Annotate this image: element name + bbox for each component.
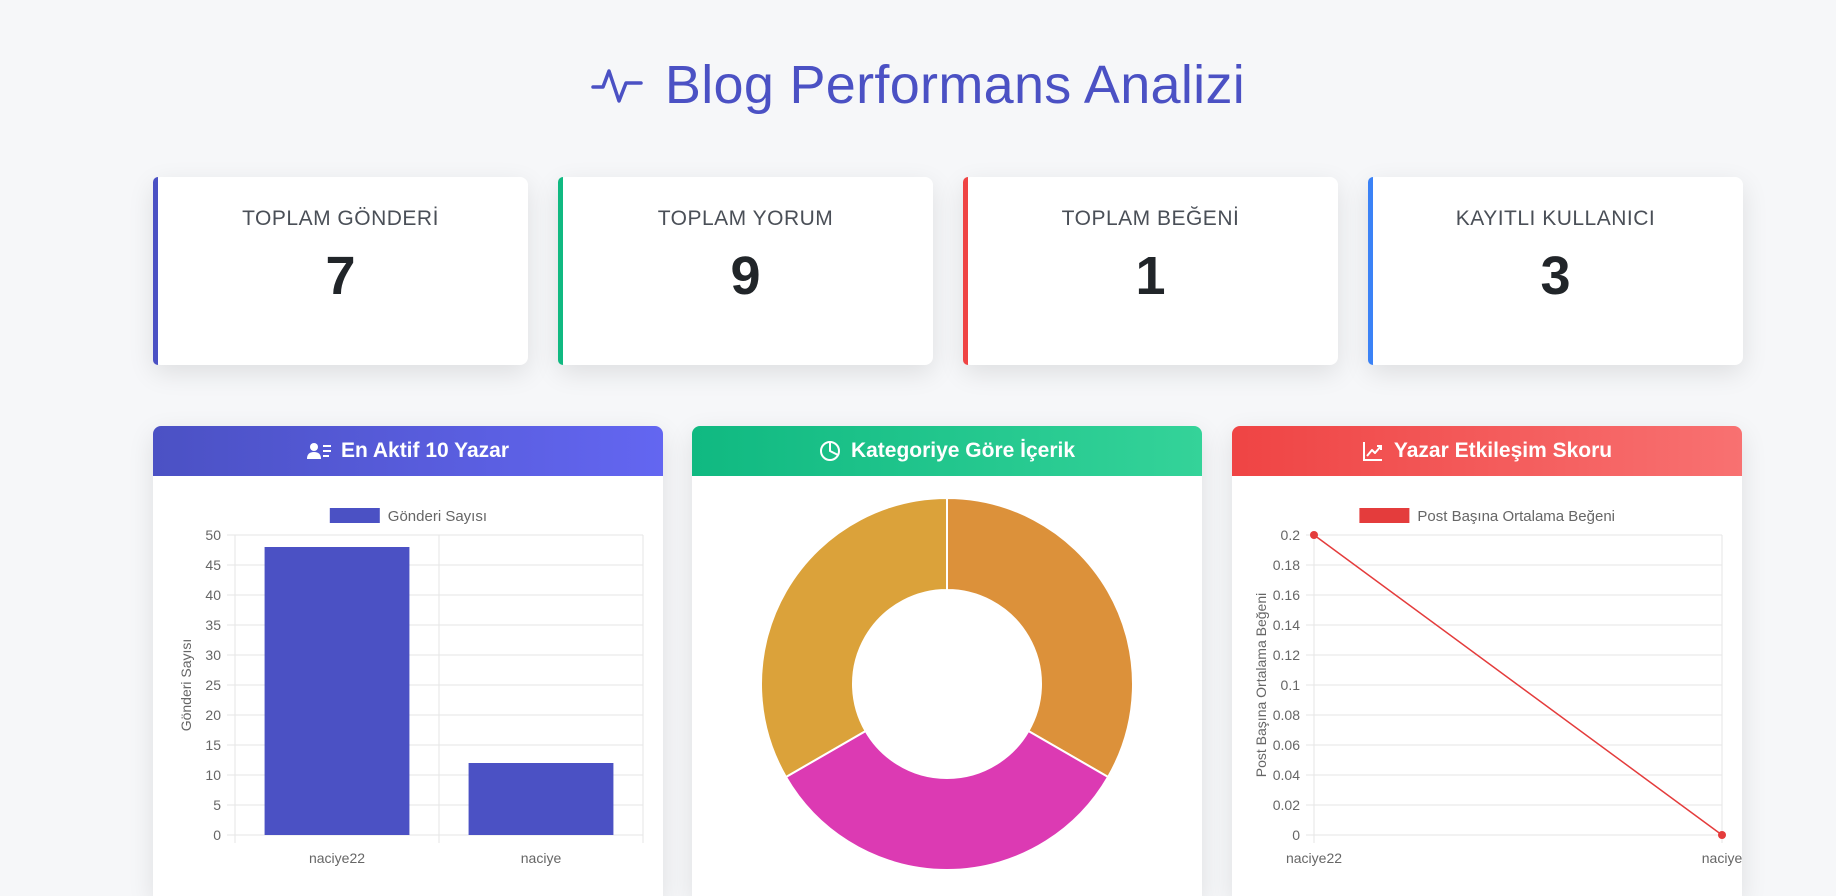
series-line	[1313, 534, 1723, 836]
activity-icon	[591, 69, 643, 103]
y-tick-label: 0.18	[1273, 557, 1300, 573]
panel-title: Yazar Etkileşim Skoru	[1393, 439, 1613, 462]
stat-value: 1	[1135, 246, 1166, 306]
y-axis-label: Gönderi Sayısı	[178, 639, 194, 732]
donut-slice	[784, 729, 1110, 871]
y-tick-label: 0.04	[1273, 767, 1300, 783]
bar	[264, 547, 410, 835]
y-tick-label: 15	[205, 737, 221, 753]
y-tick-label: 0.12	[1273, 647, 1300, 663]
panel-header: En Aktif 10 Yazar	[153, 426, 663, 476]
legend-swatch	[329, 508, 380, 523]
user-list-icon	[306, 443, 331, 459]
x-tick-label: naciye22	[309, 850, 365, 866]
panel-header: Kategoriye Göre İçerik	[692, 426, 1202, 476]
stat-value: 3	[1540, 246, 1571, 306]
y-axis-label: Post Başına Ortalama Beğeni	[1253, 593, 1269, 777]
x-tick-label: naciye	[521, 850, 562, 866]
panel-categories: Kategoriye Göre İçerik	[692, 426, 1202, 896]
y-tick-label: 35	[205, 617, 221, 633]
stat-label: TOPLAM YORUM	[657, 207, 834, 230]
donut-chart	[760, 496, 1134, 871]
y-tick-label: 0.1	[1281, 677, 1301, 693]
x-tick-label: naciye	[1702, 850, 1742, 866]
panel-top-authors: En Aktif 10 Yazar Gönderi Sayısı 0 5 10 15 20…	[153, 426, 663, 896]
data-point	[1718, 831, 1726, 839]
page-title-text: Blog Performans Analizi	[664, 55, 1246, 115]
legend-label: Post Başına Ortalama Beğeni	[1417, 508, 1615, 525]
panel-title: Kategoriye Göre İçerik	[850, 439, 1076, 462]
page-title: Blog Performans Analizi	[0, 54, 1836, 116]
stat-accent	[153, 177, 158, 365]
stat-accent	[963, 177, 968, 365]
y-tick-label: 10	[205, 767, 221, 783]
stat-label: TOPLAM BEĞENİ	[1061, 207, 1240, 230]
trend-up-icon	[1362, 442, 1382, 461]
stat-accent	[1368, 177, 1373, 365]
panel-header: Yazar Etkileşim Skoru	[1232, 426, 1742, 476]
y-tick-label: 50	[205, 527, 221, 543]
y-tick-label: 25	[205, 677, 221, 693]
y-tick-label: 30	[205, 647, 221, 663]
stat-card-users: KAYITLI KULLANICI 3	[1368, 177, 1743, 365]
legend-swatch	[1359, 508, 1410, 523]
y-tick-label: 0.14	[1273, 617, 1300, 633]
y-tick-label: 0	[1292, 827, 1300, 843]
bar	[468, 763, 614, 835]
stat-value: 9	[730, 246, 761, 306]
legend-label: Gönderi Sayısı	[388, 508, 487, 525]
stat-value: 7	[325, 246, 356, 306]
x-tick-label: naciye22	[1286, 850, 1342, 866]
y-tick-label: 0.16	[1273, 587, 1300, 603]
y-tick-label: 40	[205, 587, 221, 603]
stat-label: KAYITLI KULLANICI	[1455, 207, 1656, 230]
stat-card-posts: TOPLAM GÖNDERİ 7	[153, 177, 528, 365]
y-tick-label: 0	[213, 827, 221, 843]
y-tick-label: 0.2	[1281, 527, 1301, 543]
line-chart: Post Başına Ortalama Beğeni 0 0.02 0.04 0.06…	[1253, 508, 1742, 866]
y-tick-label: 0.02	[1273, 797, 1300, 813]
stat-label: TOPLAM GÖNDERİ	[242, 207, 439, 230]
y-tick-label: 0.06	[1273, 737, 1300, 753]
y-tick-label: 45	[205, 557, 221, 573]
y-tick-label: 5	[213, 797, 221, 813]
pie-chart-icon	[819, 441, 840, 461]
data-point	[1310, 531, 1318, 539]
stat-card-likes: TOPLAM BEĞENİ 1	[963, 177, 1338, 365]
y-tick-label: 0.08	[1273, 707, 1300, 723]
stat-accent	[558, 177, 563, 365]
y-tick-label: 20	[205, 707, 221, 723]
bar-chart: Gönderi Sayısı 0 5 10 15 20 25 30 35 40 45 50 naciye…	[178, 508, 644, 866]
panel-title: En Aktif 10 Yazar	[340, 439, 510, 462]
donut-slice	[760, 496, 948, 779]
panel-engagement: Yazar Etkileşim Skoru Post Başına Ortala…	[1232, 426, 1742, 896]
donut-slice	[946, 496, 1134, 779]
stat-card-comments: TOPLAM YORUM 9	[558, 177, 933, 365]
